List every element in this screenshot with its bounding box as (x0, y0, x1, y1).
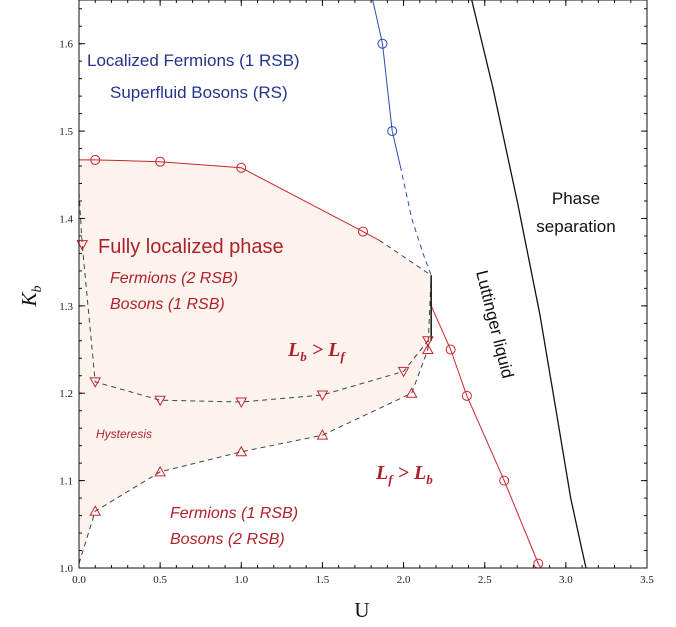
data-point-boson_upper-2 (236, 162, 247, 173)
annotation-phase: Phase (552, 189, 600, 208)
data-point-hysteresis_lower-2 (235, 445, 248, 457)
series-dashed-line-hysteresis_lower (79, 275, 432, 564)
data-point-boson_right-1 (461, 390, 472, 401)
data-point-boson_upper-3 (358, 226, 368, 237)
data-point-hysteresis_upper-3 (235, 397, 248, 408)
data-point-hysteresis_lower-5 (422, 343, 434, 355)
y-tick-label: 1.2 (59, 388, 73, 400)
data-point-hysteresis_upper-0 (76, 240, 89, 251)
annotation-group: Localized Fermions (1 RSB) Superfluid Bo… (87, 51, 616, 548)
annotation-bosons-2rsb: Bosons (2 RSB) (170, 531, 285, 548)
annotation-localized-fermions: Localized Fermions (1 RSB) (87, 51, 300, 70)
y-tick-label: 1.5 (59, 126, 73, 138)
x-tick-label: 3.0 (559, 574, 573, 586)
series-line-phase_separation (471, 0, 587, 568)
data-point-hysteresis_lower-0 (89, 505, 102, 516)
y-tick-label: 1.6 (59, 39, 73, 51)
series-line-fermion_deloc (372, 0, 401, 167)
data-point-boson_right-0 (445, 344, 456, 355)
annotation-fully-localized: Fully localized phase (98, 236, 284, 258)
series-line-boson_right (430, 305, 542, 568)
data-point-hysteresis_lower-1 (154, 465, 166, 477)
y-axis-title: Kb (17, 285, 45, 307)
annotation-superfluid-bosons: Superfluid Bosons (RS) (110, 83, 288, 102)
y-tick-label: 1.3 (59, 301, 73, 313)
data-point-boson_upper-1 (155, 156, 166, 167)
y-tick-label: 1.0 (59, 563, 73, 575)
x-tick-label: 2.5 (478, 574, 492, 586)
x-tick-label: 0.0 (72, 574, 86, 586)
series-dashed-line-hysteresis_upper (79, 192, 429, 403)
data-point-hysteresis_upper-5 (397, 366, 410, 378)
annotation-hysteresis: Hysteresis (96, 427, 152, 441)
x-tick-label: 1.0 (234, 574, 248, 586)
annotation-separation: separation (536, 217, 615, 236)
annotation-lb-gt-lf: Lb > Lf (287, 339, 346, 364)
data-point-fermion_deloc-0 (377, 38, 388, 49)
y-tick-label: 1.4 (59, 213, 73, 225)
annotation-fermions-2rsb: Fermions (2 RSB) (110, 270, 238, 287)
x-tick-label: 0.5 (153, 574, 167, 586)
x-tick-label: 1.5 (316, 574, 330, 586)
shaded-fully-localized-region (79, 159, 432, 564)
data-point-hysteresis_upper-2 (154, 395, 166, 407)
data-point-hysteresis_upper-1 (89, 377, 102, 388)
data-point-hysteresis_lower-4 (405, 387, 418, 398)
data-point-hysteresis_upper-4 (316, 390, 329, 402)
data-point-boson_upper-0 (90, 154, 101, 165)
plot-frame (78, 0, 648, 569)
x-axis-title: U (354, 598, 369, 622)
data-point-boson_right-2 (499, 475, 510, 486)
y-tick-label: 1.1 (59, 476, 73, 488)
x-tick-label: 3.5 (640, 574, 654, 586)
series-dashed-line-boson_upper (378, 239, 432, 276)
annotation-bosons-1rsb: Bosons (1 RSB) (110, 296, 225, 313)
series-line-boson_upper (79, 159, 380, 241)
data-point-hysteresis_upper-6 (422, 336, 434, 347)
data-point-fermion_deloc-1 (387, 126, 398, 137)
x-tick-label: 2.0 (397, 574, 411, 586)
annotation-lf-gt-lb: Lf > Lb (375, 462, 433, 487)
data-point-hysteresis_lower-3 (316, 429, 329, 440)
annotation-fermions-1rsb: Fermions (1 RSB) (170, 505, 298, 522)
series-dashed-line-fermion_deloc (399, 165, 432, 276)
annotation-luttinger-liquid: Luttinger liquid (472, 268, 517, 380)
